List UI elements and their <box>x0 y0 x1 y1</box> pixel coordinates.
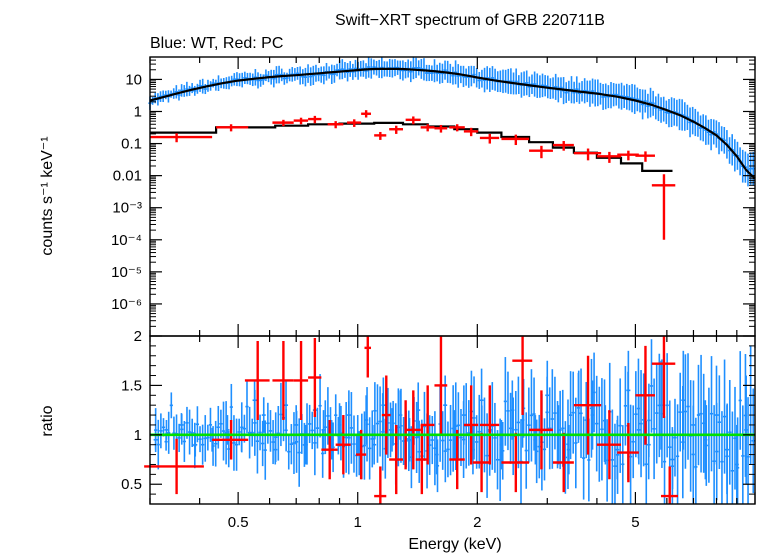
x-tick-label: 2 <box>473 514 481 531</box>
spectrum-panel: 10 1 0.1 0.01 10⁻³ 10⁻⁴ 10⁻⁵ 10⁻⁶ counts s⁻¹ ke… <box>39 56 756 337</box>
spectrum-y-tick-label: 10⁻⁵ <box>111 264 142 281</box>
ratio-data-layer <box>144 336 755 504</box>
ratio-panel: 0.5 1 1.5 2 0.5 1 2 5 ratio Energy (keV) <box>39 328 756 553</box>
spectrum-y-tick-label: 0.1 <box>121 136 142 153</box>
x-tick-label: 1 <box>354 514 362 531</box>
x-axis-label: Energy (keV) <box>408 536 501 553</box>
spectrum-y-tick-label: 1 <box>134 103 142 120</box>
ratio-y-axis-label: ratio <box>39 405 56 436</box>
ratio-frame <box>149 335 756 505</box>
ratio-y-tick-label: 1 <box>134 427 142 444</box>
spectrum-y-tick-label: 10 <box>125 71 142 88</box>
spectrum-y-axis-label: counts s⁻¹ keV⁻¹ <box>39 136 56 255</box>
x-tick-label: 0.5 <box>228 514 249 531</box>
wt-data-series <box>148 57 755 187</box>
pc-data-series <box>150 110 676 240</box>
spectrum-data-layer <box>148 57 756 240</box>
wt-model-line <box>149 67 756 180</box>
ratio-y-tick-label: 0.5 <box>121 476 142 493</box>
chart-subtitle: Blue: WT, Red: PC <box>150 35 283 52</box>
spectrum-y-tick-label: 10⁻⁶ <box>111 296 142 313</box>
ratio-y-tick-label: 1.5 <box>121 377 142 394</box>
spectrum-y-tick-label: 10⁻⁴ <box>111 232 142 249</box>
ratio-y-tick-label: 2 <box>134 328 142 345</box>
spectrum-y-tick-label: 10⁻³ <box>112 200 142 217</box>
ratio-axes: 0.5 1 1.5 2 0.5 1 2 5 <box>121 328 756 531</box>
x-tick-label: 5 <box>631 514 639 531</box>
chart-title: Swift−XRT spectrum of GRB 220711B <box>335 12 605 29</box>
spectrum-y-tick-label: 0.01 <box>113 168 142 185</box>
pc-model-line <box>150 121 673 172</box>
